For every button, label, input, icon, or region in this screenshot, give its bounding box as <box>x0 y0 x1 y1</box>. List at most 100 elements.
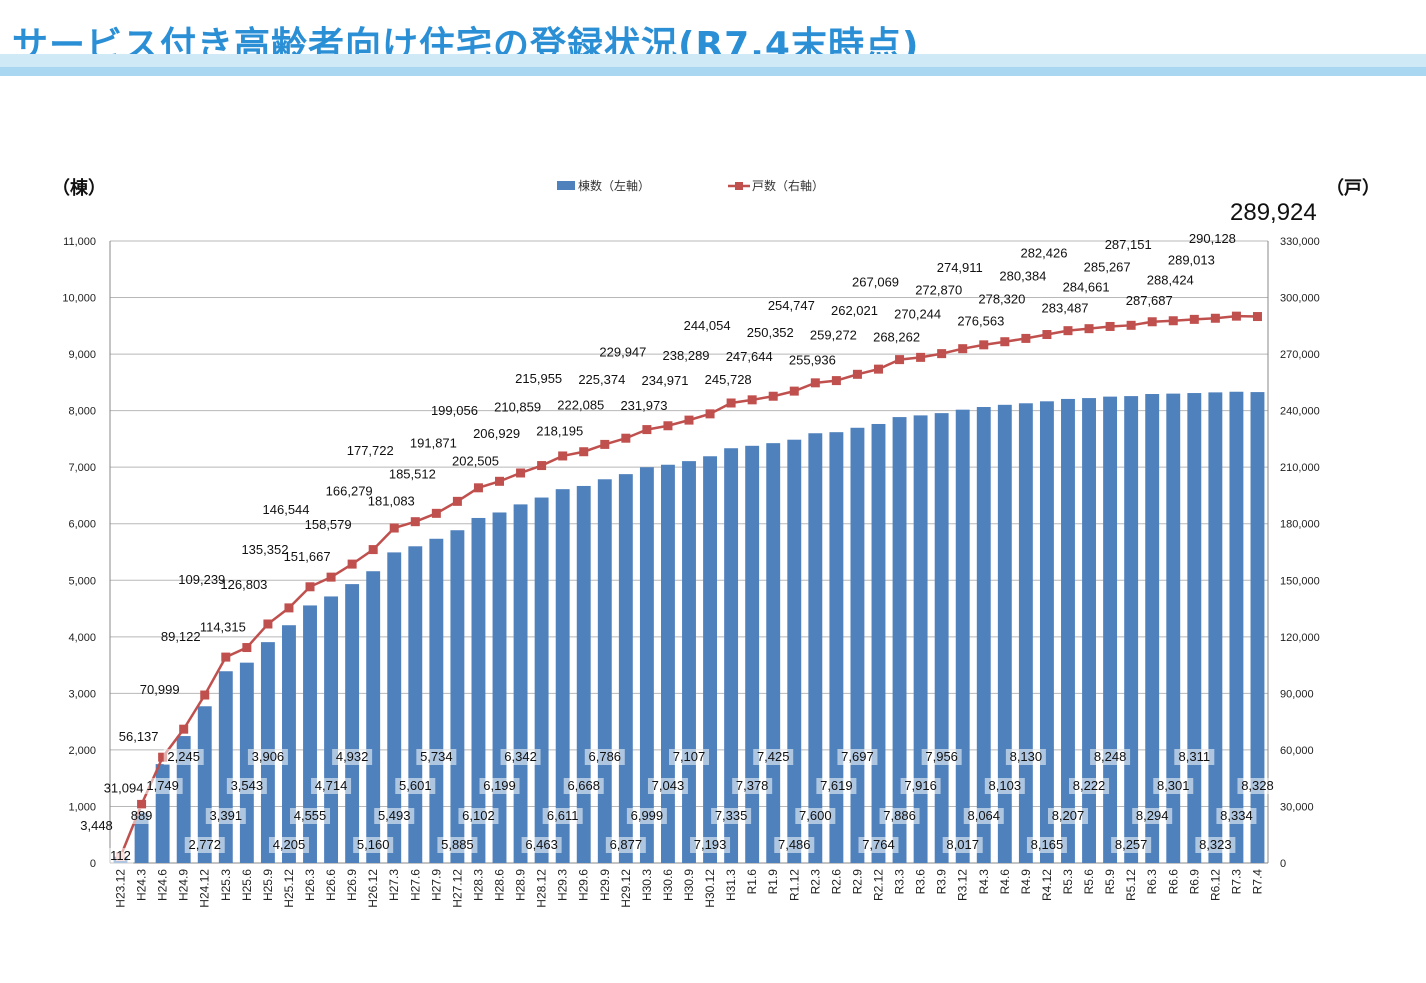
legend-line-marker <box>735 182 743 190</box>
line-point <box>1168 316 1178 326</box>
line-data-label: 289,013 <box>1168 252 1215 267</box>
bar-label-bg <box>584 749 625 765</box>
bar <box>1082 398 1096 863</box>
bar <box>871 423 886 863</box>
x-tick-label: H26.9 <box>345 869 359 901</box>
bar <box>682 461 696 863</box>
bar-label-bg <box>142 778 183 794</box>
line-data-label: 270,244 <box>894 307 941 322</box>
x-tick-label: H30.12 <box>703 869 717 908</box>
x-tick-label: R2.12 <box>871 869 885 901</box>
line-point <box>768 391 778 401</box>
line-point <box>263 619 273 629</box>
bar-label-bg <box>753 749 794 765</box>
bar <box>597 479 612 863</box>
bar-label-bg <box>774 837 815 853</box>
bar-data-label: 7,486 <box>778 837 811 852</box>
y-left-tick-label: 2,000 <box>68 745 96 757</box>
line-point <box>137 799 147 809</box>
bar <box>513 504 528 863</box>
line-point <box>452 496 462 506</box>
line-data-label: 126,803 <box>220 577 267 592</box>
bar-data-label: 8,103 <box>989 778 1022 793</box>
bar-data-label: 6,877 <box>610 837 643 852</box>
x-tick-label: R6.12 <box>1208 869 1222 901</box>
bar-label-bg <box>795 808 836 824</box>
bar <box>850 427 865 863</box>
y-right-tick-label: 30,000 <box>1280 801 1314 813</box>
x-tick-label: H25.12 <box>282 869 296 908</box>
bar <box>1145 394 1160 863</box>
x-tick-label: H27.6 <box>408 869 422 901</box>
line-point <box>431 508 441 518</box>
bar-data-label: 7,335 <box>715 808 748 823</box>
line-data-label: 225,374 <box>578 372 625 387</box>
bar-data-label: 6,463 <box>525 837 558 852</box>
line-data-label: 285,267 <box>1084 259 1131 274</box>
line-data-label: 166,279 <box>326 484 373 499</box>
line-data-label: 135,352 <box>241 542 288 557</box>
line-data-label: 231,973 <box>620 398 667 413</box>
bar-label-bg <box>921 749 962 765</box>
x-tick-label: R5.12 <box>1124 869 1138 901</box>
bar-data-label: 7,107 <box>673 749 706 764</box>
bar-label-bg <box>247 749 288 765</box>
left-axis-unit: （棟） <box>52 177 106 199</box>
bar-data-label: 7,193 <box>694 837 727 852</box>
line-point <box>1147 317 1157 327</box>
bar <box>808 433 823 863</box>
header-band <box>0 54 1426 67</box>
y-left-tick-label: 6,000 <box>68 519 96 531</box>
bar-data-label: 4,555 <box>294 808 327 823</box>
line-point <box>326 572 336 582</box>
line-point <box>937 349 947 359</box>
bar-label-bg <box>563 778 604 794</box>
bar-data-label: 6,611 <box>547 808 579 823</box>
x-tick-label: H31.3 <box>724 869 738 901</box>
bar-data-label: 7,886 <box>883 808 916 823</box>
bar-label-bg <box>690 837 731 853</box>
bar-data-label: 6,199 <box>483 778 516 793</box>
bar-label-bg <box>268 837 309 853</box>
line-data-label: 278,320 <box>978 291 1025 306</box>
y-right-tick-label: 120,000 <box>1280 632 1320 644</box>
chart-legend: 棟数（左軸） 戸数（右軸） <box>557 178 824 193</box>
bar-data-label: 4,932 <box>336 749 369 764</box>
y-left-tick-label: 8,000 <box>68 406 96 418</box>
line-data-label: 254,747 <box>768 298 815 313</box>
line-data-label: 280,384 <box>999 269 1046 284</box>
bar <box>892 417 907 863</box>
x-tick-label: H25.6 <box>240 869 254 901</box>
line-data-label: 238,289 <box>663 348 710 363</box>
line-point <box>831 376 841 386</box>
line-data-label: 245,728 <box>705 372 752 387</box>
bar-label-bg <box>290 808 331 824</box>
bar <box>429 538 444 863</box>
line-point <box>747 395 757 405</box>
line-point <box>789 386 799 396</box>
x-tick-label: R1.6 <box>745 869 759 895</box>
bar-data-label: 7,956 <box>925 749 958 764</box>
y-right-tick-label: 150,000 <box>1280 575 1320 587</box>
line-data-label: 283,487 <box>1042 301 1089 316</box>
bar <box>1061 398 1075 863</box>
line-point <box>1000 337 1010 347</box>
bar-label-bg <box>374 808 415 824</box>
line-point <box>916 352 926 362</box>
line-point <box>347 559 357 569</box>
bar <box>1166 393 1181 863</box>
bar <box>1250 392 1265 863</box>
line-point <box>621 433 631 443</box>
line-point <box>895 355 905 365</box>
line-data-label: 267,069 <box>852 275 899 290</box>
x-tick-label: H24.3 <box>135 869 149 901</box>
y-left-tick-label: 5,000 <box>68 575 96 587</box>
x-tick-label: H28.6 <box>493 869 507 901</box>
x-tick-label: R5.3 <box>1061 869 1075 895</box>
line-point <box>726 398 736 408</box>
bar-label-bg <box>521 837 562 853</box>
bar-data-label: 7,425 <box>757 749 790 764</box>
line-point <box>221 652 231 662</box>
bar-label-bg <box>1237 778 1278 794</box>
